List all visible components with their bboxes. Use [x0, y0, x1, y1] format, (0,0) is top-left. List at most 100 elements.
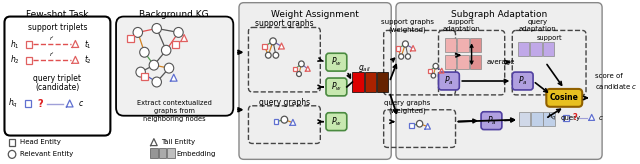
Text: $g_{all}$: $g_{all}$ [358, 63, 371, 74]
FancyBboxPatch shape [512, 72, 533, 90]
Polygon shape [589, 114, 595, 120]
Text: Background KG: Background KG [139, 10, 209, 19]
Circle shape [281, 116, 288, 123]
FancyBboxPatch shape [326, 78, 347, 96]
Text: support: support [536, 35, 562, 41]
FancyBboxPatch shape [239, 3, 391, 159]
Text: Cosine: Cosine [550, 93, 579, 102]
Bar [293, 67, 297, 71]
Circle shape [296, 72, 301, 77]
Polygon shape [67, 100, 73, 107]
Bar [150, 148, 157, 158]
Text: Head Entity: Head Entity [20, 140, 61, 145]
FancyBboxPatch shape [396, 3, 602, 159]
Circle shape [433, 63, 438, 69]
Text: $P_w$: $P_w$ [331, 56, 342, 68]
Text: $r'$: $r'$ [49, 50, 55, 59]
Text: query: query [561, 115, 580, 121]
Bar [396, 46, 400, 51]
Bar [141, 73, 148, 80]
Bar [26, 57, 33, 64]
Bar [543, 42, 554, 56]
Circle shape [136, 67, 145, 77]
Bar [518, 42, 529, 56]
Text: $r'$: $r'$ [49, 34, 55, 43]
Bar [273, 119, 278, 124]
Polygon shape [425, 123, 430, 129]
Text: $t_1$: $t_1$ [84, 38, 92, 51]
Bar [519, 112, 530, 126]
Polygon shape [181, 35, 188, 41]
Circle shape [152, 77, 161, 87]
Text: $c$: $c$ [598, 114, 604, 122]
Circle shape [417, 120, 423, 127]
Bar [428, 69, 431, 73]
Polygon shape [72, 41, 79, 47]
Bar [26, 41, 33, 48]
Bar [353, 72, 364, 92]
Polygon shape [305, 66, 310, 71]
Text: Few-shot Task: Few-shot Task [26, 10, 89, 19]
FancyBboxPatch shape [116, 17, 234, 116]
Text: $h_q$: $h_q$ [547, 112, 557, 123]
Polygon shape [290, 119, 296, 125]
Circle shape [133, 27, 143, 37]
Text: support graphs
(weighted): support graphs (weighted) [381, 19, 434, 32]
Polygon shape [72, 56, 79, 63]
Text: Relevant Entity: Relevant Entity [20, 151, 73, 157]
Bar [167, 148, 175, 158]
Bar [365, 72, 376, 92]
Bar [458, 55, 468, 69]
Bar [445, 38, 456, 52]
Bar [159, 148, 166, 158]
FancyBboxPatch shape [547, 89, 582, 107]
Polygon shape [440, 68, 444, 73]
Text: $h_q$: $h_q$ [8, 97, 19, 110]
Circle shape [149, 60, 159, 70]
Text: query graphs
(weighted): query graphs (weighted) [384, 100, 431, 114]
Bar [543, 112, 555, 126]
Circle shape [173, 27, 183, 37]
Text: average: average [487, 59, 515, 65]
Circle shape [161, 45, 171, 55]
Text: Embedding: Embedding [177, 151, 216, 157]
Bar [470, 38, 481, 52]
Bar [262, 44, 267, 49]
Bar [445, 55, 456, 69]
Bar [531, 112, 543, 126]
Circle shape [403, 41, 408, 47]
Bar [409, 123, 413, 128]
Circle shape [399, 54, 404, 59]
FancyBboxPatch shape [326, 53, 347, 71]
Bar [470, 55, 481, 69]
Circle shape [405, 54, 410, 59]
Polygon shape [150, 139, 157, 146]
Text: $P_a$: $P_a$ [486, 114, 496, 127]
Text: Tail Entity: Tail Entity [161, 140, 196, 145]
Text: Extract contextualized
graphs from
neighboring nodes: Extract contextualized graphs from neigh… [137, 100, 212, 122]
FancyBboxPatch shape [481, 112, 502, 130]
Circle shape [152, 23, 161, 33]
Circle shape [299, 61, 304, 67]
Text: (candidate): (candidate) [35, 83, 79, 92]
Bar [563, 115, 569, 121]
Circle shape [431, 73, 436, 78]
Bar [377, 72, 388, 92]
Polygon shape [410, 46, 415, 51]
Circle shape [8, 150, 16, 158]
Text: query
adaptation: query adaptation [519, 19, 557, 32]
Text: Subgraph Adaptation: Subgraph Adaptation [451, 10, 547, 19]
Polygon shape [278, 43, 284, 49]
Text: $P_w$: $P_w$ [331, 81, 342, 93]
Bar [25, 100, 31, 107]
Text: $t_2$: $t_2$ [84, 54, 92, 66]
Text: support
adaptation: support adaptation [442, 19, 480, 32]
Bar [127, 35, 134, 42]
FancyBboxPatch shape [438, 72, 460, 90]
Bar [172, 41, 179, 48]
Text: $P_a$: $P_a$ [444, 75, 454, 87]
Text: query triplet: query triplet [33, 74, 81, 83]
Text: Weight Assignment: Weight Assignment [271, 10, 358, 19]
FancyBboxPatch shape [4, 17, 110, 135]
Circle shape [273, 52, 278, 58]
